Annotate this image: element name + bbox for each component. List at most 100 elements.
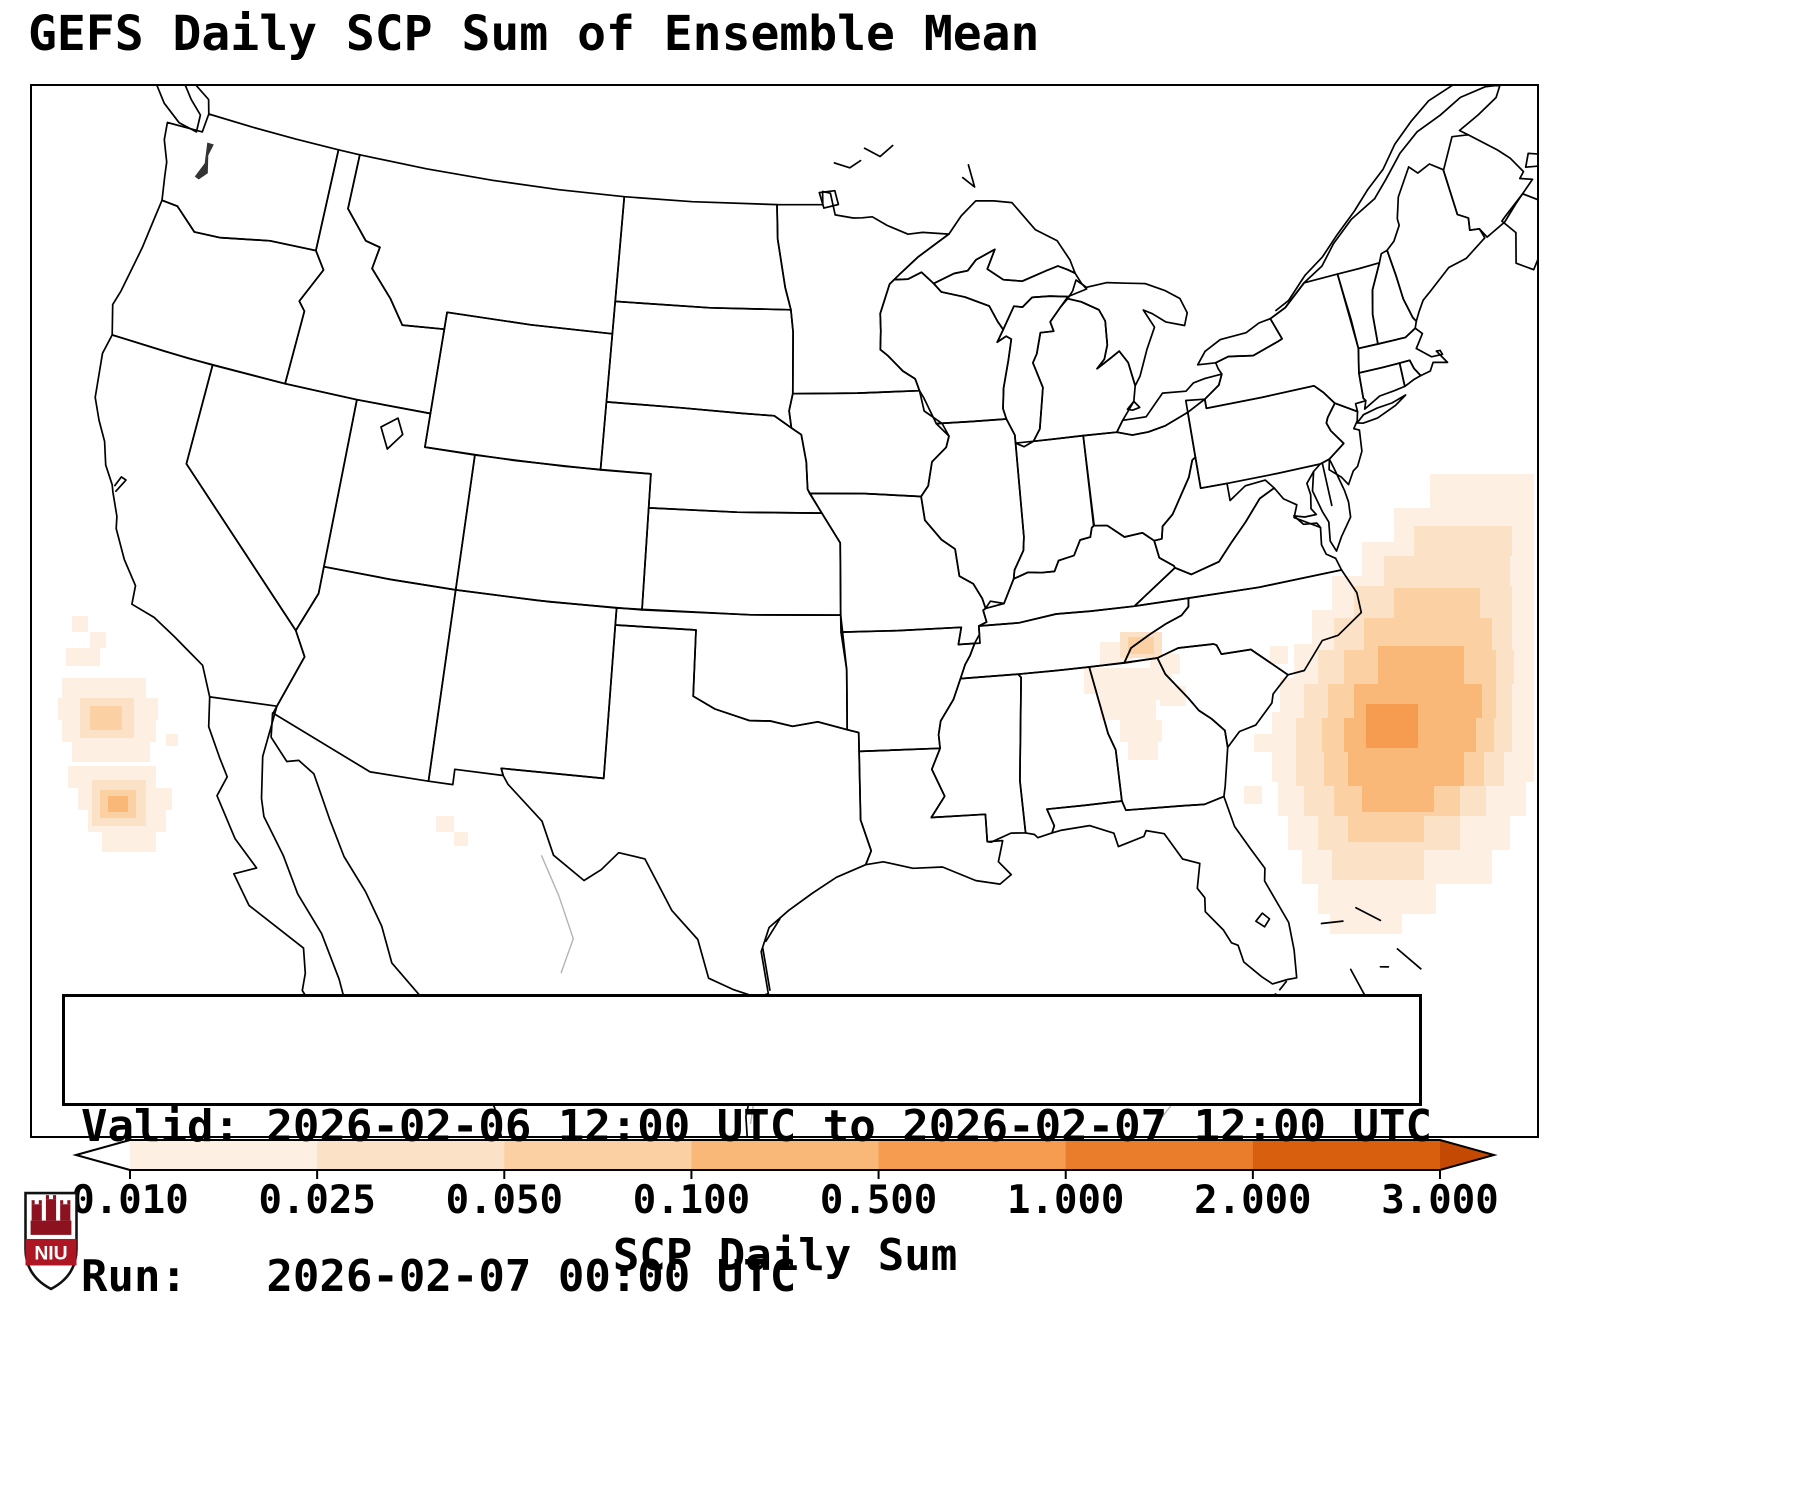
scp-contour-cell xyxy=(108,796,128,812)
scp-contour-cell xyxy=(1414,526,1512,556)
colorbar-over-arrow xyxy=(1440,1140,1494,1170)
scp-contour-cell xyxy=(1254,734,1272,752)
border-line xyxy=(893,199,1076,285)
colorbar-under-arrow xyxy=(76,1140,130,1170)
scp-contour-cell xyxy=(90,632,106,648)
border-line xyxy=(614,607,849,731)
scp-contour-cell xyxy=(1128,637,1154,654)
colorbar-segment xyxy=(504,1140,692,1170)
border-line xyxy=(977,524,1176,627)
colorbar-tick-label: 0.010 xyxy=(71,1178,189,1223)
scp-contour-cell xyxy=(1160,686,1186,706)
border-line xyxy=(761,947,771,991)
border-line xyxy=(1278,980,1288,991)
border-line xyxy=(788,389,950,498)
colorbar-segment xyxy=(130,1140,318,1170)
colorbar-tick-label: 0.500 xyxy=(819,1178,938,1223)
scp-contour-cell xyxy=(102,832,156,852)
gray-coastline xyxy=(540,855,574,974)
border-line xyxy=(1082,411,1197,542)
conus-map xyxy=(58,86,1537,1136)
border-line xyxy=(1501,192,1537,271)
border-line xyxy=(818,189,840,209)
border-line xyxy=(1123,569,1363,676)
border-line xyxy=(113,476,127,493)
border-line xyxy=(1066,279,1189,387)
info-box: Valid: 2026-02-06 12:00 UTC to 2026-02-0… xyxy=(62,994,1432,1302)
border-line xyxy=(1320,920,1344,925)
scp-contour-cell xyxy=(72,742,150,762)
border-line xyxy=(380,417,404,450)
valid-line: Valid: 2026-02-06 12:00 UTC to 2026-02-0… xyxy=(81,1101,1433,1152)
scp-contour-cell xyxy=(1348,752,1464,786)
border-line xyxy=(833,159,862,169)
border-line xyxy=(424,311,614,471)
border-line xyxy=(614,195,792,311)
border-line xyxy=(1032,297,1137,443)
border-line xyxy=(1203,273,1367,413)
scp-contour-cell xyxy=(1332,850,1424,880)
border-line xyxy=(1196,317,1283,366)
border-line xyxy=(932,248,1088,331)
border-line xyxy=(500,624,873,999)
logo-text: NIU xyxy=(34,1242,67,1264)
border-line xyxy=(1115,373,1223,436)
niu-logo: NIU xyxy=(24,1191,78,1291)
colorbar-tick-label: 3.000 xyxy=(1381,1178,1499,1223)
scp-contour-cell xyxy=(454,832,468,846)
border-line xyxy=(1269,197,1376,320)
scp-contour-cell xyxy=(1430,474,1534,508)
border-line xyxy=(94,334,306,708)
border-line xyxy=(1356,394,1407,425)
border-line xyxy=(996,295,1069,448)
colorbar-segment xyxy=(1065,1140,1254,1170)
border-line xyxy=(1046,795,1298,985)
border-line xyxy=(1292,470,1322,529)
scp-contour-cell xyxy=(1394,588,1480,618)
scp-contour-cell xyxy=(166,734,178,746)
scp-contour-cell xyxy=(1330,914,1402,934)
border-line xyxy=(1366,86,1453,191)
border-line xyxy=(1357,327,1449,377)
border-line xyxy=(961,164,976,188)
border-line xyxy=(776,190,950,395)
border-line xyxy=(641,507,842,616)
border-line xyxy=(1311,458,1352,552)
colorbar-tick-label: 0.100 xyxy=(632,1178,751,1223)
colorbar-label: SCP Daily Sum xyxy=(612,1230,958,1281)
border-line xyxy=(1373,86,1501,200)
scp-contour-fills xyxy=(58,474,1534,934)
border-line xyxy=(1325,402,1363,486)
border-line xyxy=(1442,133,1534,238)
border-line xyxy=(1153,456,1276,576)
puget-sound-water xyxy=(194,142,214,180)
colorbar-segment xyxy=(1252,1140,1441,1170)
border-line xyxy=(1349,968,1367,998)
scp-contour-cell xyxy=(436,816,454,832)
colorbar xyxy=(72,1139,1498,1179)
scp-contour-cell xyxy=(1366,704,1418,748)
colorbar-tick-label: 0.050 xyxy=(445,1178,563,1223)
border-line xyxy=(840,626,976,753)
border-line xyxy=(272,565,457,783)
scp-contour-cell xyxy=(90,706,122,730)
logo-band xyxy=(25,1238,77,1266)
border-line xyxy=(1371,249,1418,345)
border-line xyxy=(156,86,202,133)
colorbar-segment xyxy=(691,1140,880,1170)
scp-contour-cell xyxy=(1378,646,1464,684)
border-line xyxy=(1012,434,1096,580)
map-frame xyxy=(30,84,1539,1138)
border-line xyxy=(185,364,358,632)
scp-contour-cell xyxy=(1270,646,1288,664)
border-line xyxy=(161,113,340,252)
colorbar-segment xyxy=(878,1140,1067,1170)
scp-contour-cell xyxy=(1318,884,1436,914)
border-line xyxy=(1355,906,1382,922)
border-line xyxy=(858,747,1013,885)
border-line xyxy=(284,148,446,415)
scp-contour-cell xyxy=(1348,816,1424,842)
border-line xyxy=(599,401,823,514)
run-line: Run: 2026-02-07 00:00 UTC xyxy=(81,1251,797,1302)
